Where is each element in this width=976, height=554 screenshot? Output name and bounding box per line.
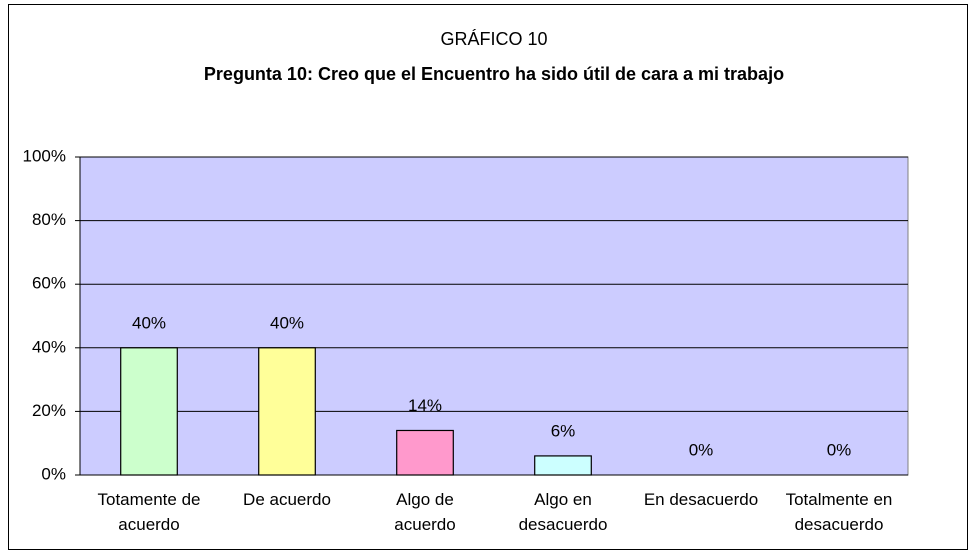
y-tick-label: 20% [32,401,66,420]
y-tick-label: 60% [32,274,66,293]
x-tick-label: Algo en desacuerdo [518,490,608,534]
data-label: 0% [827,440,852,459]
data-label: 40% [132,313,166,332]
data-label: 14% [408,396,442,415]
x-tick-label: En desacuerdo [643,490,759,509]
data-label: 0% [689,440,714,459]
chart-title: GRÁFICO 10 [440,29,547,49]
y-tick-label: 40% [32,337,66,356]
x-tick-label: Totamente de acuerdo [97,490,201,534]
data-label: 40% [270,313,304,332]
x-tick-label: Algo de acuerdo [394,490,456,534]
x-tick-label: Totalmente en desacuerdo [785,490,893,534]
chart-subtitle: Pregunta 10: Creo que el Encuentro ha si… [204,64,784,84]
x-tick-label: De acuerdo [243,490,331,509]
y-tick-label: 80% [32,210,66,229]
bar [258,347,316,476]
y-tick-label: 100% [23,146,66,165]
bar [396,429,454,476]
bar [534,455,592,476]
plot-area [79,156,909,476]
data-label: 6% [551,421,576,440]
y-tick-label: 0% [41,464,66,483]
bar [120,347,178,476]
